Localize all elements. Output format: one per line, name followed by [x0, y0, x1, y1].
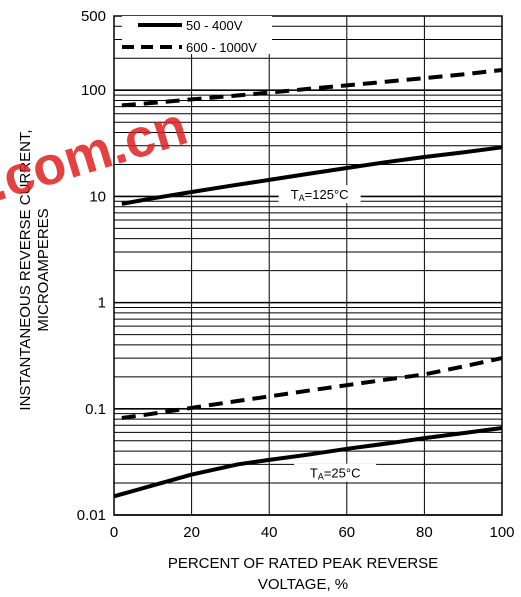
- series-lines: [113, 68, 503, 499]
- x-tick-label: 20: [183, 524, 200, 541]
- y-axis-title: INSTANTANEOUS REVERSE CURRENT, MICROAMPE…: [17, 129, 52, 410]
- series-line-solid-2: [113, 426, 503, 499]
- x-tick-label: 40: [261, 524, 278, 541]
- y-tick-label: 10: [89, 188, 106, 205]
- annotation-background: [278, 185, 361, 204]
- series-line-dashed-3: [121, 356, 503, 420]
- y-tick-label: 0.01: [77, 507, 106, 524]
- x-tick-labels: 0 20 40 60 80 100: [110, 524, 515, 541]
- x-tick-label: 100: [489, 524, 514, 541]
- annotation-label: TA=125°C: [291, 187, 349, 203]
- x-tick-label: 60: [338, 524, 355, 541]
- y-tick-label: 500: [81, 8, 106, 25]
- plot-frame: [113, 15, 503, 516]
- x-tick-label: 80: [416, 524, 433, 541]
- series-line-solid-0: [121, 145, 503, 206]
- y-tick-labels: 0.01 0.1 1 10 100 500: [77, 8, 106, 524]
- legend-label-solid: 50 - 400V: [186, 18, 243, 33]
- y-tick-label: 100: [81, 82, 106, 99]
- y-axis-title-line1: INSTANTANEOUS REVERSE CURRENT,: [17, 129, 34, 410]
- x-tick-label: 0: [110, 524, 118, 541]
- annotation-label: TA=25°C: [310, 466, 361, 482]
- series-line-dashed-1: [121, 68, 503, 108]
- x-axis-title-line1: PERCENT OF RATED PEAK REVERSE: [168, 555, 438, 572]
- x-axis-title-line2: VOLTAGE, %: [258, 576, 348, 593]
- y-axis-title-line2: MICROAMPERES: [35, 208, 52, 331]
- y-tick-label: 0.1: [85, 401, 106, 418]
- legend-label-dashed: 600 - 1000V: [186, 40, 257, 55]
- annotation-background: [294, 463, 377, 482]
- y-tick-label: 1: [98, 295, 106, 312]
- annotations: TA=125°C TA=25°C: [278, 185, 377, 482]
- legend: 50 - 400V 600 - 1000V: [122, 16, 272, 55]
